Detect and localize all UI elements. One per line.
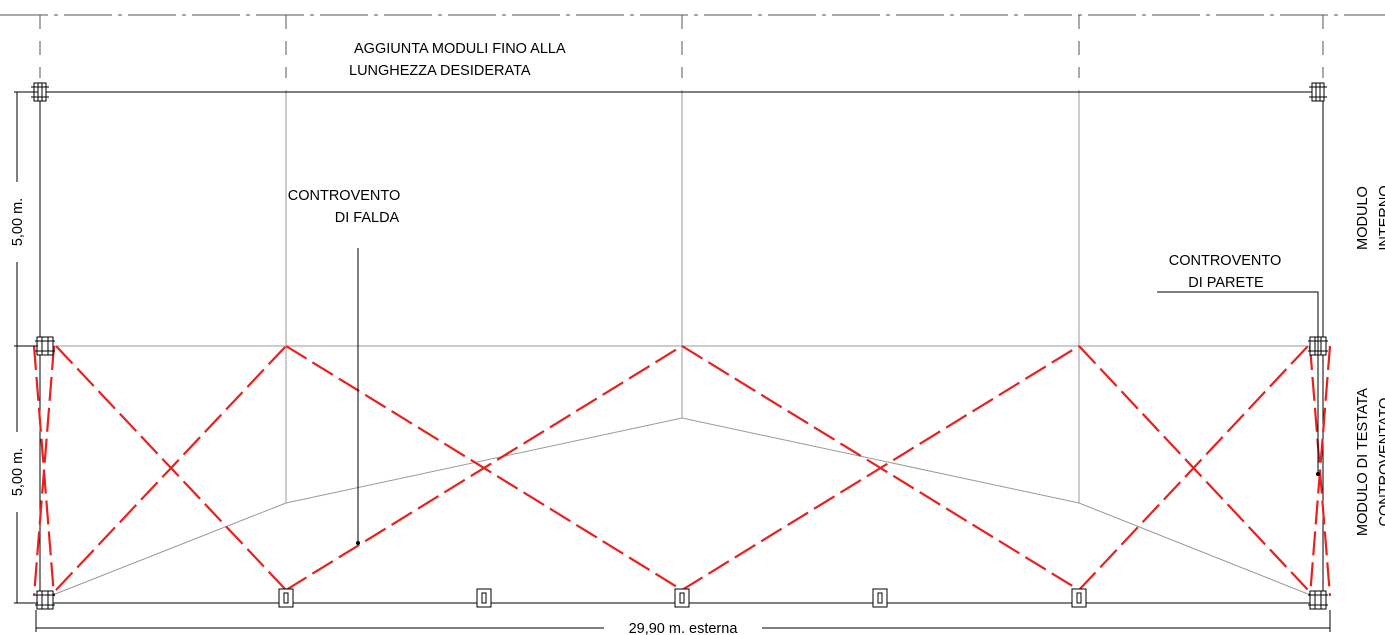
top-note-line2: LUNGHEZZA DESIDERATA [349, 63, 531, 79]
ridge-outline [39, 417, 1324, 601]
wall-column-2 [476, 588, 492, 608]
dim-label-mask-top [8, 182, 26, 262]
dim-upper-module-text: 5,00 m. [10, 198, 26, 246]
wall-bracing [32, 345, 1332, 597]
dim-width-text: 29,90 m. esterna [629, 621, 739, 635]
dim-label-mask-width [604, 619, 762, 635]
axis-continuation-lines [39, 15, 1324, 78]
top-note-line1: AGGIUNTA MODULI FINO ALLA [354, 41, 566, 57]
wall-bracing-leader-dot [1316, 472, 1320, 476]
wall-column-5 [1071, 588, 1087, 608]
wall-column-1 [278, 588, 294, 608]
roof-bracing-leader-dot [356, 541, 360, 545]
column-plate-top-right [1309, 82, 1327, 102]
roof-bracing-label-line2: DI FALDA [335, 210, 400, 226]
wall-columns [278, 588, 1087, 608]
wall-bracing-label-line2: DI PARETE [1188, 275, 1264, 291]
dim-label-mask-bottom [8, 432, 26, 512]
column-plate-bottom-left [35, 590, 55, 610]
module-braced-line2: CONTROVENTATO [1377, 398, 1385, 527]
column-plate-top-left [31, 82, 49, 102]
grid-lines [39, 90, 1324, 601]
dim-lower-module-text: 5,00 m. [10, 448, 26, 496]
column-plate-bottom-right [1308, 590, 1328, 610]
wall-column-3 [674, 588, 690, 608]
module-braced-line1: MODULO DI TESTATA [1355, 388, 1371, 536]
wall-bracing-label-line1: CONTROVENTO [1169, 253, 1282, 269]
roof-bracing [55, 345, 1309, 591]
wall-column-4 [872, 588, 888, 608]
module-internal-line1: MODULO [1355, 186, 1371, 250]
wall-bracing-leader [1157, 291, 1319, 474]
dimension-lines [14, 91, 1331, 632]
leader-lines [357, 248, 1319, 543]
roof-bracing-label-line1: CONTROVENTO [288, 188, 401, 204]
module-internal-line2: INTERNO [1377, 185, 1385, 250]
